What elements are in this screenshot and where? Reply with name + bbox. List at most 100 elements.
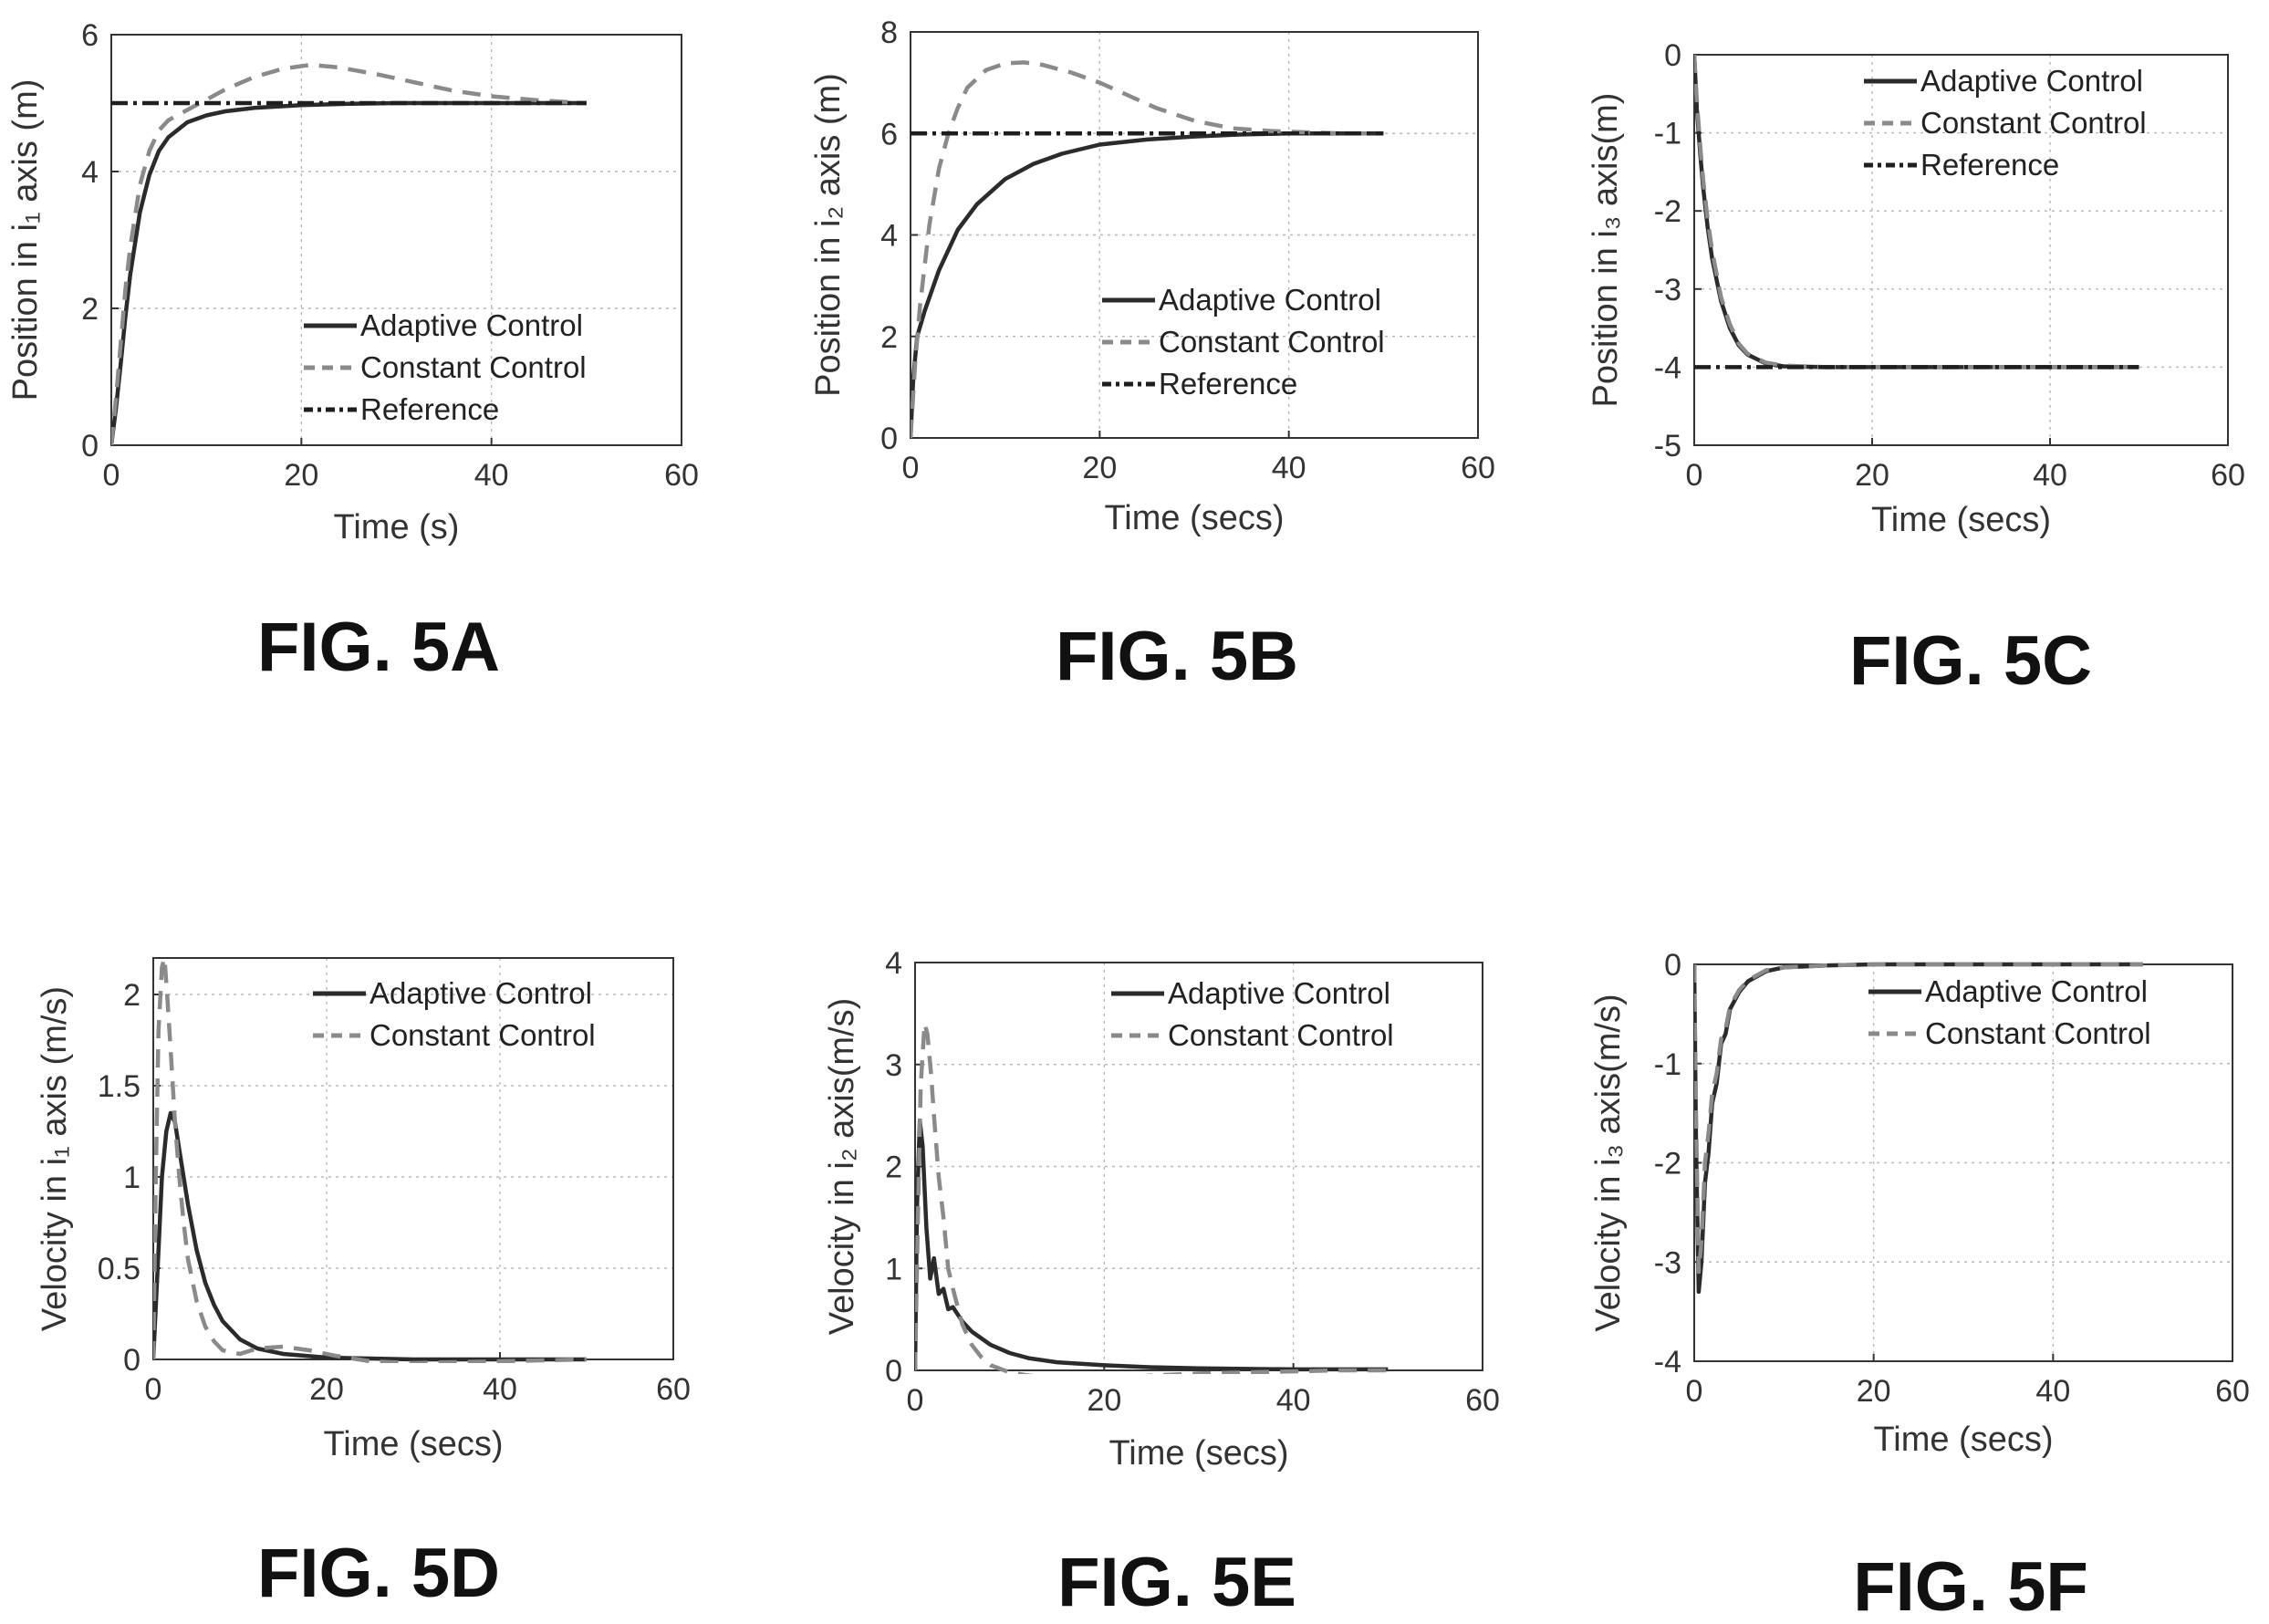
x-axis-label: Time (s) bbox=[334, 508, 460, 547]
x-tick-label: 40 bbox=[483, 1372, 517, 1407]
x-tick-label: 40 bbox=[2033, 458, 2067, 493]
x-tick-label: 0 bbox=[902, 451, 920, 485]
legend-label: Adaptive Control bbox=[1168, 976, 1390, 1010]
x-axis-label: Time (secs) bbox=[1873, 1421, 2053, 1459]
y-tick-label: 2 bbox=[81, 292, 99, 327]
x-tick-label: 0 bbox=[907, 1383, 924, 1418]
y-tick-label: 1.5 bbox=[98, 1069, 141, 1104]
x-tick-label: 40 bbox=[1276, 1383, 1311, 1418]
y-tick-label: -2 bbox=[1654, 1147, 1681, 1182]
x-tick-label: 0 bbox=[103, 458, 120, 493]
series-line-solid bbox=[153, 1110, 587, 1362]
legend-label: Adaptive Control bbox=[360, 308, 583, 342]
x-tick-label: 60 bbox=[1465, 1383, 1500, 1418]
y-tick-label: -5 bbox=[1654, 429, 1681, 463]
y-tick-label: -4 bbox=[1654, 1345, 1681, 1379]
x-tick-label: 20 bbox=[309, 1372, 344, 1407]
y-tick-label: 2 bbox=[885, 1150, 902, 1185]
x-axis-label: Time (secs) bbox=[1104, 499, 1284, 537]
plot-frame bbox=[110, 34, 682, 446]
x-tick-label: 60 bbox=[664, 458, 699, 493]
chart-panel-2: 0 20 40 60 0 2 4 6 8 Time (secs) Position in i₂ ax… bbox=[809, 16, 1495, 537]
y-axis-label: Velocity in i₂ axis(m/s) bbox=[823, 998, 861, 1336]
figure-label-5d: FIG. 5D bbox=[257, 1535, 500, 1612]
series-line-solid bbox=[911, 131, 1384, 439]
x-tick-label: 20 bbox=[1857, 1374, 1891, 1409]
plot-frame bbox=[1693, 54, 2229, 446]
chart-panel-4: 0 20 40 60 0 0.5 1 1.5 2 Time (secs) Velocity in i… bbox=[36, 955, 691, 1463]
legend-label: Constant Control bbox=[360, 350, 587, 384]
series-line-solid bbox=[1694, 962, 2143, 1295]
series-line-dashed bbox=[1694, 54, 2139, 370]
x-tick-label: 40 bbox=[1272, 451, 1306, 485]
series-line-dashed bbox=[111, 62, 587, 446]
series-line-dashed bbox=[1694, 962, 2143, 1275]
legend-label: Reference bbox=[360, 392, 499, 426]
legend-label: Constant Control bbox=[1925, 1016, 2151, 1050]
y-tick-label: -2 bbox=[1654, 194, 1681, 229]
y-tick-label: 4 bbox=[880, 219, 898, 254]
legend-label: Adaptive Control bbox=[1925, 974, 2148, 1008]
y-tick-label: 3 bbox=[885, 1048, 902, 1083]
legend-label: Adaptive Control bbox=[1159, 283, 1381, 317]
legend-label: Constant Control bbox=[1920, 106, 2147, 140]
legend-label: Constant Control bbox=[1159, 325, 1385, 359]
legend-label: Adaptive Control bbox=[369, 976, 592, 1010]
x-tick-label: 60 bbox=[656, 1372, 691, 1407]
legend: Adaptive Control Constant Control bbox=[313, 976, 596, 1052]
y-axis-label: Position in i₁ axis (m) bbox=[6, 79, 45, 401]
y-tick-label: -1 bbox=[1654, 117, 1681, 151]
y-tick-label: 2 bbox=[880, 320, 898, 355]
y-tick-label: 0 bbox=[1664, 38, 1681, 73]
x-axis-label: Time (secs) bbox=[1108, 1434, 1288, 1473]
legend-label: Constant Control bbox=[369, 1018, 596, 1052]
x-tick-label: 20 bbox=[1087, 1383, 1121, 1418]
series-line-dashed bbox=[915, 1021, 1389, 1374]
y-tick-label: 1 bbox=[123, 1161, 141, 1195]
legend: Adaptive Control Constant Control Referenc… bbox=[1102, 283, 1385, 401]
y-tick-label: 2 bbox=[123, 978, 141, 1013]
series-line-dashed bbox=[911, 60, 1384, 439]
x-axis-label: Time (secs) bbox=[323, 1425, 503, 1463]
x-tick-label: 40 bbox=[2035, 1374, 2070, 1409]
legend: Adaptive Control Constant Control Referenc… bbox=[304, 308, 587, 426]
legend-label: Adaptive Control bbox=[1920, 64, 2143, 98]
y-tick-label: -3 bbox=[1654, 273, 1681, 307]
series-line-solid bbox=[111, 100, 587, 446]
x-tick-label: 40 bbox=[474, 458, 509, 493]
x-tick-label: 60 bbox=[2211, 458, 2245, 493]
legend-label: Reference bbox=[1159, 367, 1297, 401]
figure-label-5c: FIG. 5C bbox=[1849, 622, 2092, 700]
x-tick-label: 20 bbox=[1855, 458, 1889, 493]
x-tick-label: 0 bbox=[1686, 1374, 1703, 1409]
chart-panel-5: 0 20 40 60 0 1 2 3 4 Time (secs) Velocity in i₂ ax… bbox=[823, 946, 1500, 1473]
y-axis-label: Position in i₂ axis (m) bbox=[809, 73, 848, 397]
y-tick-label: 0.5 bbox=[98, 1252, 141, 1286]
chart-panel-1: 0 20 40 60 0 2 4 6 Time (s) Position in i₁ axis (… bbox=[6, 18, 699, 547]
figure-label-5b: FIG. 5B bbox=[1056, 618, 1298, 695]
x-tick-label: 60 bbox=[1461, 451, 1495, 485]
x-tick-label: 20 bbox=[284, 458, 318, 493]
y-tick-label: 4 bbox=[885, 946, 902, 981]
y-tick-label: 0 bbox=[81, 429, 99, 463]
legend-label: Reference bbox=[1920, 148, 2059, 182]
y-axis-label: Velocity in i₃ axis(m/s) bbox=[1589, 994, 1628, 1331]
legend-label: Constant Control bbox=[1168, 1018, 1394, 1052]
y-tick-label: 1 bbox=[885, 1252, 902, 1286]
x-tick-label: 0 bbox=[145, 1372, 162, 1407]
series-line-solid bbox=[915, 1118, 1389, 1372]
y-tick-label: 0 bbox=[123, 1343, 141, 1378]
x-tick-label: 60 bbox=[2215, 1374, 2250, 1409]
legend: Adaptive Control Constant Control bbox=[1868, 974, 2151, 1050]
y-tick-label: 4 bbox=[81, 155, 99, 190]
y-tick-label: 6 bbox=[880, 117, 898, 151]
figure-label-5f: FIG. 5F bbox=[1853, 1548, 2088, 1624]
x-axis-label: Time (secs) bbox=[1871, 501, 2051, 539]
y-axis-label: Position in i₃ axis(m) bbox=[1587, 93, 1625, 408]
figure-label-5e: FIG. 5E bbox=[1057, 1544, 1296, 1621]
chart-panel-3: 0 20 40 60 -5 -4 -3 -2 -1 0 Time (secs) Position in… bbox=[1587, 38, 2245, 539]
x-tick-label: 0 bbox=[1686, 458, 1703, 493]
y-tick-label: 0 bbox=[885, 1354, 902, 1389]
y-tick-label: 8 bbox=[880, 16, 898, 50]
